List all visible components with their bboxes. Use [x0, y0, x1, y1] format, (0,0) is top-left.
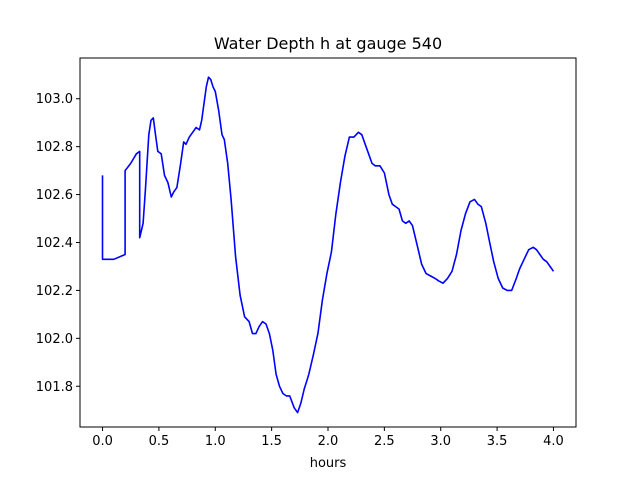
x-tick-label: 0.0 [92, 434, 113, 449]
x-tick-label: 2.5 [374, 434, 395, 449]
chart-title: Water Depth h at gauge 540 [214, 34, 442, 53]
x-tick-label: 1.5 [261, 434, 282, 449]
x-tick-label: 1.0 [205, 434, 226, 449]
series-layer [101, 76, 555, 414]
y-tick-label: 102.8 [36, 140, 73, 155]
x-tick-label: 3.0 [430, 434, 451, 449]
x-tick-label: 2.0 [318, 434, 339, 449]
plot-frame [79, 57, 577, 428]
y-tick-label: 103.0 [36, 92, 73, 107]
x-tick-label: 0.5 [149, 434, 170, 449]
y-tick-label: 102.0 [36, 332, 73, 347]
x-tick-label: 3.5 [487, 434, 508, 449]
x-axis-label: hours [310, 456, 347, 471]
series-line [101, 76, 555, 414]
y-tick-label: 102.2 [36, 284, 73, 299]
x-axis-ticks: 0.0 0.5 1.0 1.5 2.0 2.5 3.0 3.5 4.0 [92, 427, 564, 449]
y-tick-label: 101.8 [36, 380, 73, 395]
y-tick-label: 102.6 [36, 188, 73, 203]
x-tick-label: 4.0 [543, 434, 564, 449]
y-tick-label: 102.4 [36, 236, 73, 251]
y-axis-ticks: 101.8 102.0 102.2 102.4 102.6 102.8 103.0 [36, 92, 80, 395]
